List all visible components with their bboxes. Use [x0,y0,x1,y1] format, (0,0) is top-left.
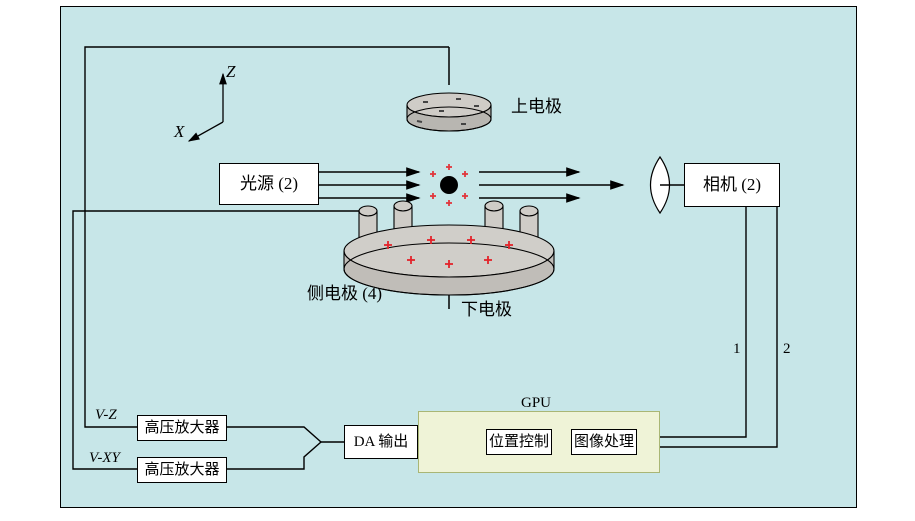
lower-electrode-label: 下电极 [461,295,512,320]
image-processing-label: 图像处理 [574,434,634,450]
camera-box: 相机 (2) [684,163,780,207]
axes [189,74,223,141]
vxy-line-label: V-XY [89,450,120,467]
vz-line-label: V-Z [95,407,117,424]
amp-vz-label: 高压放大器 [144,420,219,436]
cable-1-label: 1 [733,341,741,358]
upper-electrode [407,47,491,131]
particle [430,164,468,206]
amp-vz-box: 高压放大器 [137,415,227,441]
light-beams-right [479,172,623,198]
axis-z-label: Z [226,62,235,82]
axis-x-label: X [174,122,184,142]
diagram-frame: Z X 上电极 光源 (2) 相机 (2) 侧电极 (4) 下电极 1 2 GP… [60,6,857,508]
side-electrode-label: 侧电极 (4) [307,279,382,304]
position-control-label: 位置控制 [489,434,549,450]
light-source-label: 光源 (2) [240,174,298,193]
amp-vxy-label: 高压放大器 [144,462,219,478]
camera-label: 相机 (2) [703,175,761,194]
da-output-label: DA 输出 [354,434,409,450]
light-beams-left [319,172,419,198]
amp-vxy-box: 高压放大器 [137,457,227,483]
cable-2-label: 2 [783,341,791,358]
position-control-box: 位置控制 [486,429,552,455]
light-source-box: 光源 (2) [219,163,319,205]
gpu-label: GPU [521,395,551,412]
image-processing-box: 图像处理 [571,429,637,455]
da-output-box: DA 输出 [344,425,418,459]
upper-electrode-label: 上电极 [511,92,562,117]
